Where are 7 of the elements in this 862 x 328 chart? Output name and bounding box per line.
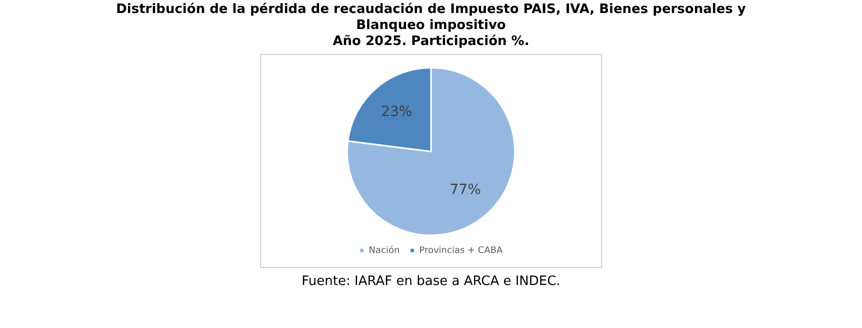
source-note: Fuente: IARAF en base a ARCA e INDEC. bbox=[300, 274, 562, 289]
data-label: 77% bbox=[450, 182, 481, 198]
chart-title: Distribución de la pérdida de recaudación de Impuesto PAIS, IVA, Bienes personales y Blanqueo impositivo bbox=[115, 2, 747, 34]
legend-label: Nación bbox=[368, 244, 400, 256]
legend-label: Provincias + CABA bbox=[419, 246, 504, 256]
data-label: 23% bbox=[381, 104, 412, 120]
chart-subtitle: Año 2025. Participación %. bbox=[332, 34, 530, 50]
